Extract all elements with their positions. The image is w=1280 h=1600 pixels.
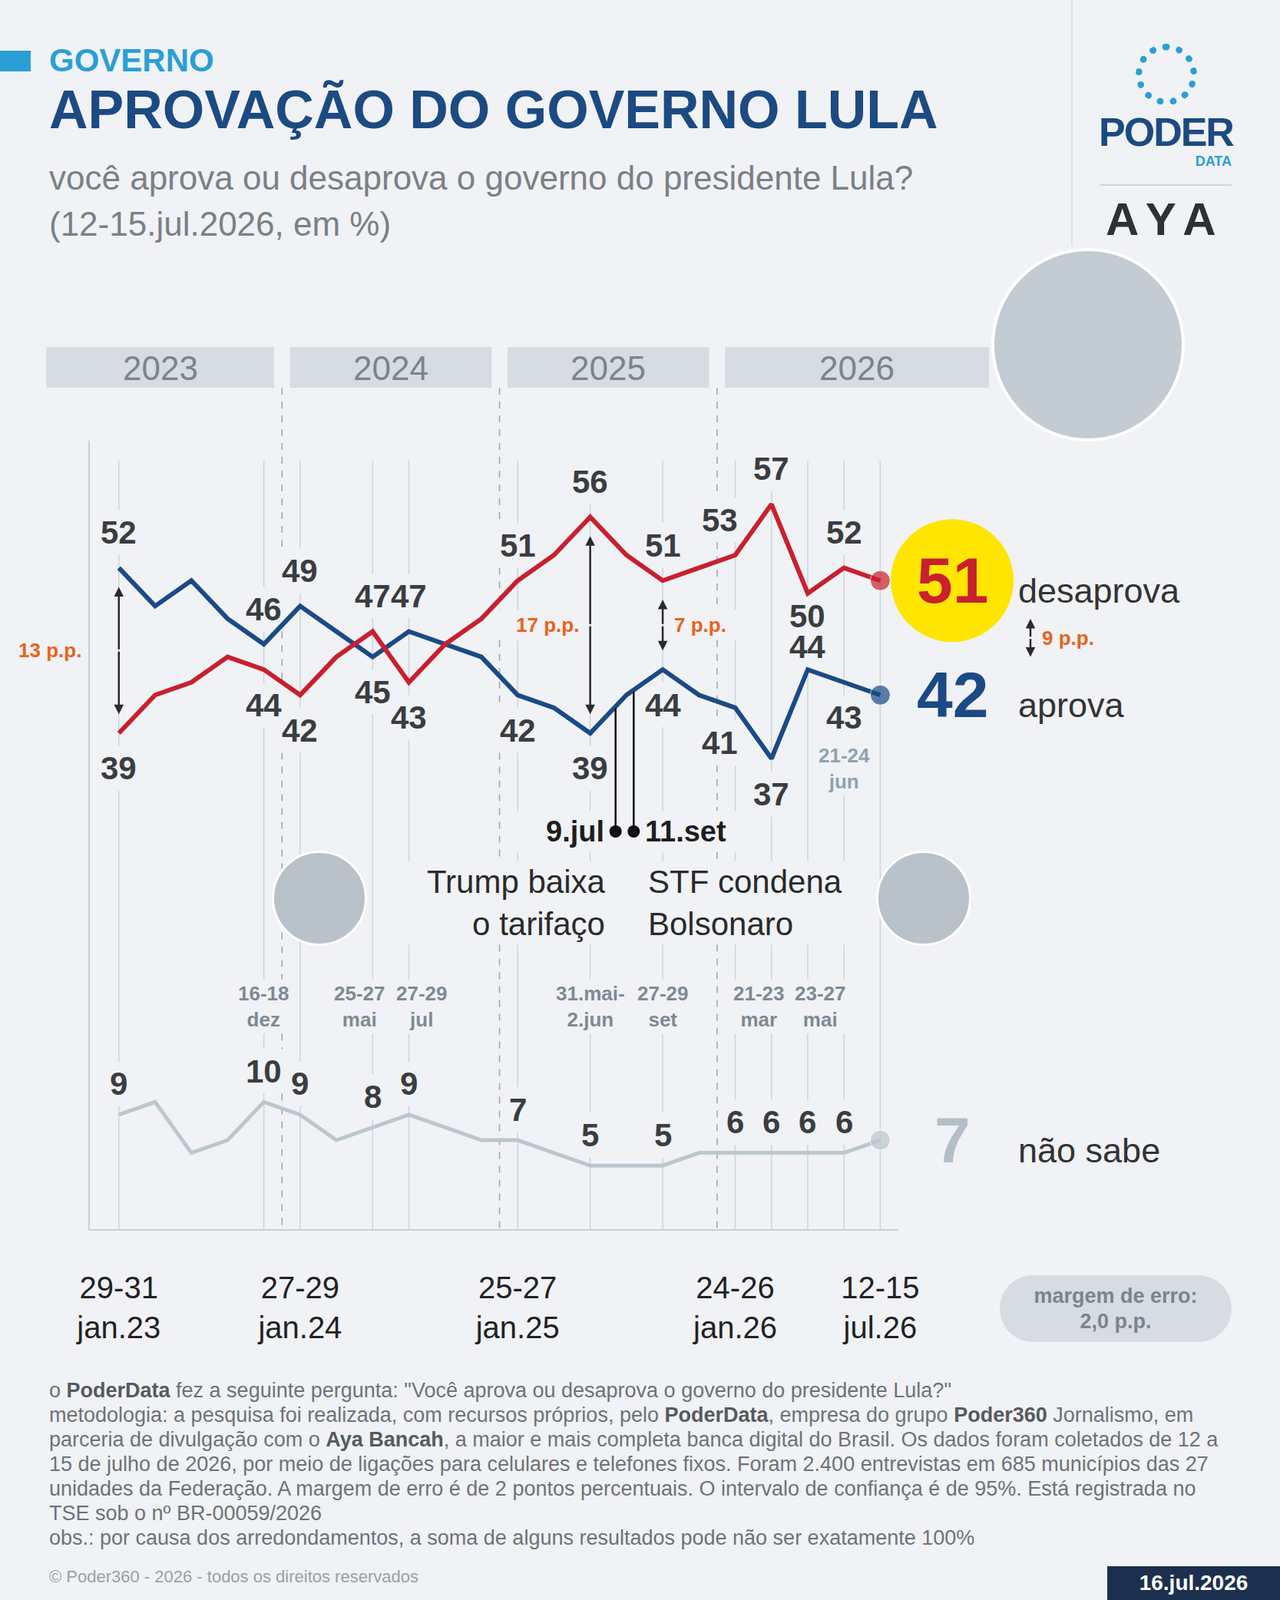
html-text:metodologia: a pesquisa foi re: metodologia: a pesquisa foi realizada, c…: [49, 1403, 1219, 1525]
svg-text:aprova: aprova: [1018, 685, 1125, 725]
svg-text:2025: 2025: [570, 349, 646, 387]
svg-text:6: 6: [835, 1104, 854, 1141]
svg-text:53: 53: [701, 502, 738, 539]
svg-text:42: 42: [499, 712, 536, 749]
svg-text:2026: 2026: [819, 349, 895, 387]
svg-text:27-29jan.24: 27-29jan.24: [257, 1270, 342, 1345]
html-text:obs.: por causa dos arredondam: obs.: por causa dos arredondamentos, a s…: [49, 1526, 975, 1550]
svg-text:44: 44: [245, 687, 282, 724]
svg-text:9: 9: [109, 1065, 128, 1102]
svg-text:50: 50: [789, 598, 826, 635]
svg-text:APROVAÇÃO DO GOVERNO LULA: APROVAÇÃO DO GOVERNO LULA: [49, 79, 939, 140]
svg-text:8: 8: [363, 1078, 382, 1115]
svg-text:Trump baixao tarifaço: Trump baixao tarifaço: [426, 863, 606, 943]
html-text:GOVERNO: GOVERNO: [49, 42, 214, 79]
svg-text:2023: 2023: [122, 349, 199, 387]
svg-text:37: 37: [753, 776, 790, 813]
svg-text:não sabe: não sabe: [1018, 1131, 1161, 1171]
svg-text:desaprova: desaprova: [1018, 571, 1181, 611]
svg-text:57: 57: [753, 450, 790, 487]
svg-text:29-31jan.23: 29-31jan.23: [76, 1270, 161, 1345]
svg-text:47: 47: [390, 578, 427, 615]
html-text:PODER: PODER: [1098, 109, 1234, 155]
svg-text:2024: 2024: [353, 349, 429, 387]
svg-text:21-24jun: 21-24jun: [818, 744, 870, 794]
svg-text:44: 44: [789, 628, 826, 665]
svg-text:51: 51: [499, 527, 536, 564]
svg-text:51: 51: [644, 527, 682, 564]
html-text:DATA: DATA: [1195, 153, 1232, 169]
svg-text:10: 10: [245, 1053, 282, 1090]
svg-text:31.mai-2.jun: 31.mai-2.jun: [555, 982, 626, 1032]
svg-text:49: 49: [281, 552, 318, 589]
svg-text:9: 9: [400, 1065, 418, 1102]
svg-text:39: 39: [572, 750, 609, 787]
svg-text:21-23mar: 21-23mar: [733, 982, 785, 1032]
svg-text:25-27mai: 25-27mai: [334, 982, 386, 1032]
svg-text:25-27jan.25: 25-27jan.25: [475, 1270, 560, 1345]
svg-text:52: 52: [826, 514, 863, 551]
html-text:16.jul.2026: 16.jul.2026: [1139, 1571, 1248, 1595]
svg-text:42: 42: [916, 658, 989, 731]
svg-text:11.set: 11.set: [644, 815, 727, 848]
svg-text:46: 46: [245, 591, 282, 628]
svg-text:42: 42: [281, 712, 318, 749]
svg-text:16-18dez: 16-18dez: [238, 982, 290, 1032]
svg-text:51: 51: [916, 544, 989, 617]
svg-text:9 p.p.: 9 p.p.: [1041, 626, 1095, 650]
svg-text:52: 52: [100, 514, 137, 551]
svg-text:5: 5: [654, 1117, 672, 1154]
svg-text:27-29set: 27-29set: [637, 982, 689, 1032]
svg-text:44: 44: [644, 687, 682, 724]
html-text:margem de erro:: margem de erro:: [1033, 1284, 1198, 1308]
svg-text:24-26jan.26: 24-26jan.26: [692, 1270, 778, 1345]
svg-text:43: 43: [390, 699, 427, 736]
svg-text:9.jul: 9.jul: [545, 815, 605, 848]
svg-text:12-15jul.26: 12-15jul.26: [840, 1270, 920, 1345]
svg-text:45: 45: [354, 674, 391, 711]
svg-text:7: 7: [509, 1091, 527, 1128]
svg-text:5: 5: [581, 1117, 599, 1154]
svg-text:41: 41: [701, 724, 738, 761]
svg-text:56: 56: [572, 463, 609, 500]
html-text:o PoderData fez a seguinte per: o PoderData fez a seguinte pergunta: "Vo…: [49, 1379, 952, 1403]
svg-text:7: 7: [934, 1104, 971, 1177]
html-text:AYA: AYA: [1105, 193, 1227, 245]
html-text:você aprova ou desaprova o gov: você aprova ou desaprova o governo do pr…: [49, 158, 914, 197]
html-text:2,0 p.p.: 2,0 p.p.: [1079, 1309, 1152, 1333]
svg-text:6: 6: [798, 1104, 817, 1141]
svg-text:13 p.p.: 13 p.p.: [18, 638, 82, 662]
svg-text:STF condenaBolsonaro: STF condenaBolsonaro: [648, 863, 843, 943]
svg-text:27-29jul: 27-29jul: [396, 982, 448, 1032]
svg-text:23-27mai: 23-27mai: [794, 982, 847, 1032]
svg-text:47: 47: [354, 578, 391, 615]
html-text:© Poder360 - 2026 - todos os d: © Poder360 - 2026 - todos os direitos re…: [49, 1567, 419, 1587]
svg-text:17 p.p.: 17 p.p.: [515, 613, 579, 637]
svg-text:39: 39: [100, 750, 137, 787]
svg-text:43: 43: [826, 699, 863, 736]
svg-text:9: 9: [291, 1065, 309, 1102]
svg-text:6: 6: [762, 1104, 781, 1141]
html-text:(12-15.jul.2026, em %): (12-15.jul.2026, em %): [49, 205, 391, 243]
svg-text:6: 6: [726, 1104, 745, 1141]
svg-text:7 p.p.: 7 p.p.: [674, 613, 727, 637]
